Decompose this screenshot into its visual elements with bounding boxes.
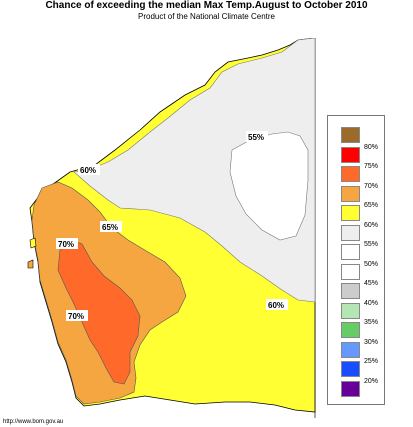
legend-swatch xyxy=(341,361,360,377)
label-55-bg xyxy=(246,131,268,142)
legend-label: 70% xyxy=(364,182,379,190)
legend-label: 30% xyxy=(364,338,379,346)
legend-label: 80% xyxy=(364,143,379,151)
label-70-upper-bg xyxy=(56,238,78,249)
legend-swatch xyxy=(341,185,360,202)
legend-swatch xyxy=(341,244,360,260)
region-55pct xyxy=(73,38,316,303)
contour-label-70-upper: 70% xyxy=(58,240,74,249)
legend-label: 55% xyxy=(364,241,379,248)
legend-swatch xyxy=(341,205,360,221)
coast-island-2 xyxy=(27,259,34,269)
legend-swatch xyxy=(341,127,360,143)
contour-label-60-north: 60% xyxy=(80,166,96,175)
legend-label: 20% xyxy=(364,377,379,385)
legend-swatch xyxy=(341,302,360,319)
legend-swatch xyxy=(341,380,360,397)
label-65-bg xyxy=(100,221,122,232)
legend-swatch xyxy=(341,283,360,299)
label-70-lower-bg xyxy=(66,310,88,321)
chart-subtitle: Product of the National Climate Centre xyxy=(138,12,275,21)
coast-island xyxy=(29,237,37,249)
label-60-north-bg xyxy=(78,164,100,175)
legend-swatch xyxy=(341,224,360,241)
legend-label: 60% xyxy=(364,221,379,229)
chart-title: Chance of exceeding the median Max Temp.… xyxy=(45,0,368,11)
legend-label: 25% xyxy=(364,358,379,365)
footer-url[interactable]: http://www.bom.gov.au xyxy=(3,419,64,425)
contour-label-65: 65% xyxy=(102,223,118,232)
region-50pct xyxy=(229,131,309,241)
legend-swatch xyxy=(341,166,360,182)
contour-label-55: 55% xyxy=(248,133,264,142)
label-60-east-bg xyxy=(266,299,288,310)
legend-swatch xyxy=(341,322,360,338)
legend-swatch xyxy=(341,146,360,163)
legend-label: 65% xyxy=(364,202,379,209)
contour-label-70-lower: 70% xyxy=(68,312,84,321)
legend-label: 35% xyxy=(364,319,379,326)
contour-label-60-east: 60% xyxy=(268,301,284,310)
legend-swatch xyxy=(341,263,360,280)
legend-label: 40% xyxy=(364,299,379,307)
legend-label: 75% xyxy=(364,163,379,170)
legend-label: 45% xyxy=(364,280,379,287)
legend-label: 50% xyxy=(364,260,379,268)
legend-swatch xyxy=(341,341,360,358)
wa-map: 60% 55% 65% 70% 70% 60% xyxy=(27,38,316,418)
